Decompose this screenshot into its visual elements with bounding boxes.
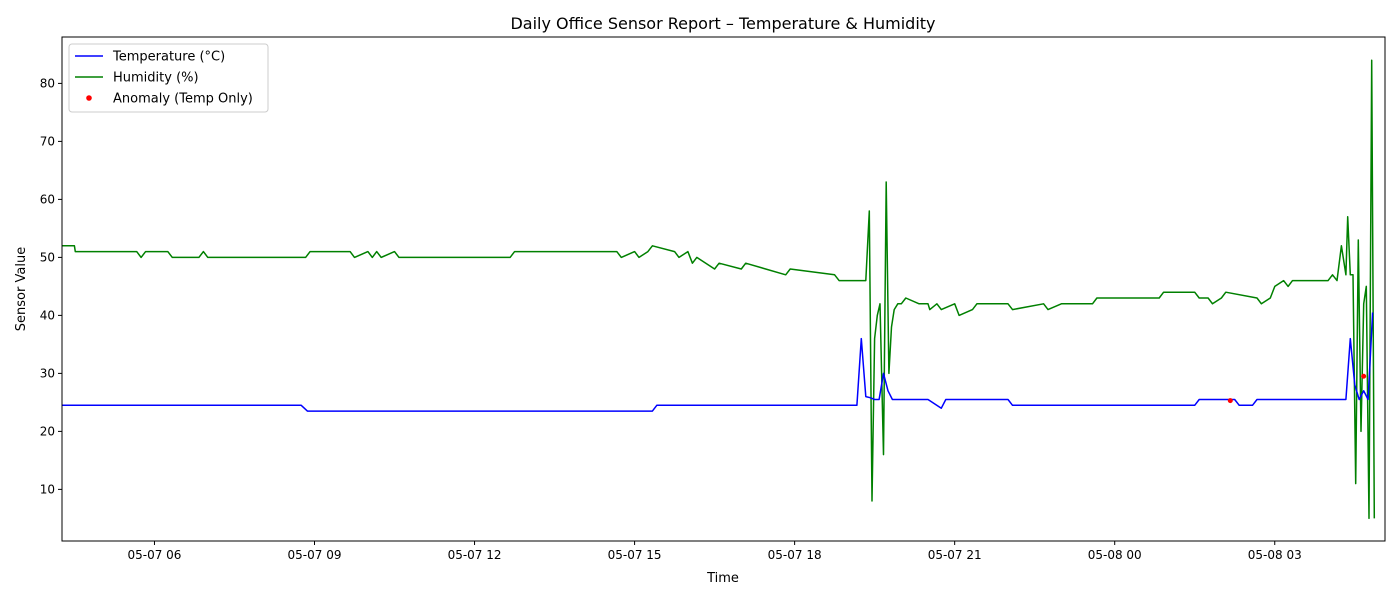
legend: Temperature (°C) Humidity (%) Anomaly (Tem… xyxy=(68,43,269,113)
legend-label: Humidity (%) xyxy=(113,71,199,86)
series-layer xyxy=(62,59,1376,520)
legend-box xyxy=(68,43,269,113)
x-tick-label: 05-07 15 xyxy=(608,548,662,562)
plot-frame xyxy=(61,36,1386,542)
y-tick-label: 20 xyxy=(40,424,55,438)
x-tick-label: 05-07 12 xyxy=(448,548,502,562)
legend-label: Temperature (°C) xyxy=(112,50,225,65)
plot-background xyxy=(62,37,1385,541)
y-tick-label: 10 xyxy=(40,482,55,496)
anomaly-point xyxy=(1227,398,1233,404)
y-axis-label: Sensor Value xyxy=(14,247,29,331)
x-tick-label: 05-07 21 xyxy=(928,548,982,562)
x-axis: 05-07 06 05-07 09 05-07 12 05-07 15 05-07 18… xyxy=(127,541,1302,562)
x-axis-label: Time xyxy=(706,571,739,586)
x-tick-label: 05-08 00 xyxy=(1088,548,1142,562)
legend-label: Anomaly (Temp Only) xyxy=(113,92,253,107)
x-tick-label: 05-07 06 xyxy=(127,548,181,562)
chart-title: Daily Office Sensor Report – Temperature… xyxy=(510,14,935,33)
y-axis: 10 20 30 40 50 60 70 80 xyxy=(40,76,62,496)
y-tick-label: 70 xyxy=(40,134,55,148)
y-tick-label: 80 xyxy=(40,76,55,90)
legend-swatch xyxy=(86,95,92,101)
y-tick-label: 30 xyxy=(40,366,55,380)
y-tick-label: 40 xyxy=(40,308,55,322)
x-tick-label: 05-08 03 xyxy=(1248,548,1302,562)
anomaly-point xyxy=(1361,373,1367,379)
x-tick-label: 05-07 09 xyxy=(288,548,342,562)
y-tick-label: 60 xyxy=(40,192,55,206)
series-line-humidity xyxy=(62,59,1376,520)
y-tick-label: 50 xyxy=(40,250,55,264)
series-line-temperature xyxy=(62,312,1374,412)
x-tick-label: 05-07 18 xyxy=(768,548,822,562)
